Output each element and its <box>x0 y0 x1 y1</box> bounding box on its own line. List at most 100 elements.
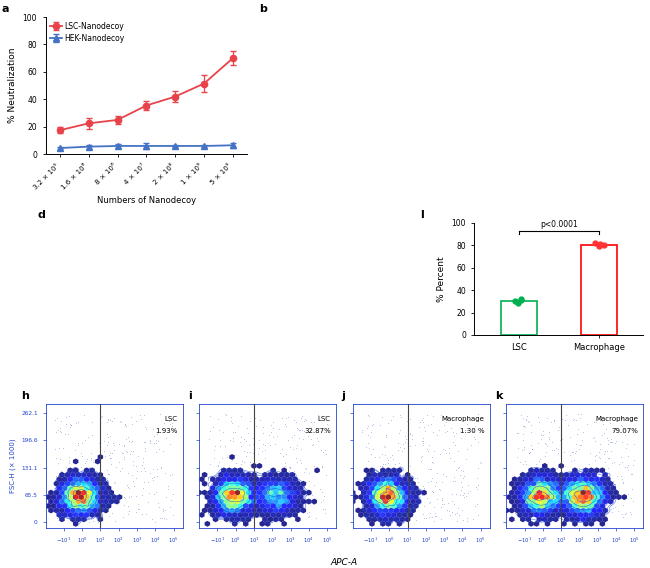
Point <box>165 495 176 504</box>
Point <box>233 484 244 493</box>
Point <box>300 496 310 506</box>
Point <box>447 413 457 422</box>
Point <box>259 473 269 482</box>
Point <box>271 490 281 499</box>
Point <box>79 512 90 521</box>
Point <box>432 469 442 478</box>
Point <box>152 465 162 474</box>
Point <box>291 417 302 427</box>
Point <box>270 439 280 448</box>
Point <box>280 474 290 483</box>
Point <box>69 492 79 501</box>
Point <box>77 452 87 461</box>
Point <box>417 441 428 450</box>
Point <box>540 485 550 494</box>
Point <box>291 443 301 452</box>
Point <box>263 465 273 474</box>
Point <box>105 431 116 440</box>
Point <box>447 497 458 506</box>
Point <box>591 417 601 427</box>
Point <box>239 458 249 467</box>
Point <box>625 507 635 516</box>
Point <box>217 453 228 462</box>
Point <box>557 489 567 498</box>
Point <box>380 502 391 511</box>
Point <box>263 438 274 448</box>
Point <box>116 417 126 426</box>
Point <box>61 462 72 471</box>
Point <box>270 513 280 523</box>
Point <box>81 505 91 514</box>
Point <box>207 514 217 523</box>
Point <box>588 434 599 443</box>
Point <box>57 467 67 477</box>
Point <box>581 420 592 429</box>
Point <box>440 446 450 455</box>
Point <box>424 512 435 521</box>
Point <box>394 459 404 468</box>
Point <box>616 509 627 519</box>
Point <box>577 481 588 490</box>
Point <box>556 469 566 478</box>
Point <box>552 476 563 485</box>
Point <box>99 490 110 499</box>
Point <box>292 423 302 432</box>
Point <box>265 494 275 503</box>
Point <box>393 445 404 454</box>
Point <box>590 492 601 501</box>
Point <box>610 438 620 448</box>
Point <box>161 433 171 442</box>
Point <box>149 490 159 499</box>
Point <box>279 466 289 475</box>
Point <box>534 417 544 427</box>
Point <box>423 446 434 456</box>
Point <box>119 440 129 449</box>
Point <box>426 486 437 495</box>
Point <box>106 453 116 462</box>
Point <box>283 412 293 421</box>
Point <box>601 425 611 434</box>
Point <box>72 477 82 486</box>
Point <box>237 491 248 500</box>
Point <box>564 450 575 460</box>
Point <box>103 433 113 442</box>
Point <box>598 485 608 494</box>
Point <box>430 481 441 490</box>
Point <box>525 448 535 457</box>
Point <box>566 511 576 520</box>
Point <box>363 431 373 440</box>
Point <box>128 457 138 466</box>
Point <box>417 439 428 448</box>
Point <box>512 453 522 462</box>
Point <box>364 512 374 521</box>
Point <box>603 464 613 473</box>
Point <box>120 419 130 428</box>
Point <box>547 437 557 446</box>
Point <box>473 510 483 519</box>
Point <box>73 417 84 426</box>
Point <box>603 436 613 445</box>
Point <box>155 464 166 473</box>
Point <box>158 504 168 513</box>
Point <box>391 463 402 473</box>
Point <box>417 491 428 500</box>
Point <box>376 461 387 470</box>
Point <box>365 490 375 499</box>
Point <box>320 450 331 459</box>
Point <box>145 437 155 446</box>
Point <box>83 492 93 501</box>
Point <box>395 461 405 470</box>
Point <box>76 462 86 471</box>
Point <box>468 425 478 434</box>
Point <box>165 503 176 512</box>
Point <box>594 513 604 523</box>
Point <box>529 509 539 518</box>
Point <box>75 496 86 506</box>
Point <box>552 425 563 435</box>
Point <box>628 461 638 470</box>
Point <box>233 421 243 431</box>
Point <box>559 474 569 483</box>
Point <box>258 440 268 449</box>
Text: a: a <box>1 3 8 14</box>
Point <box>556 444 566 453</box>
